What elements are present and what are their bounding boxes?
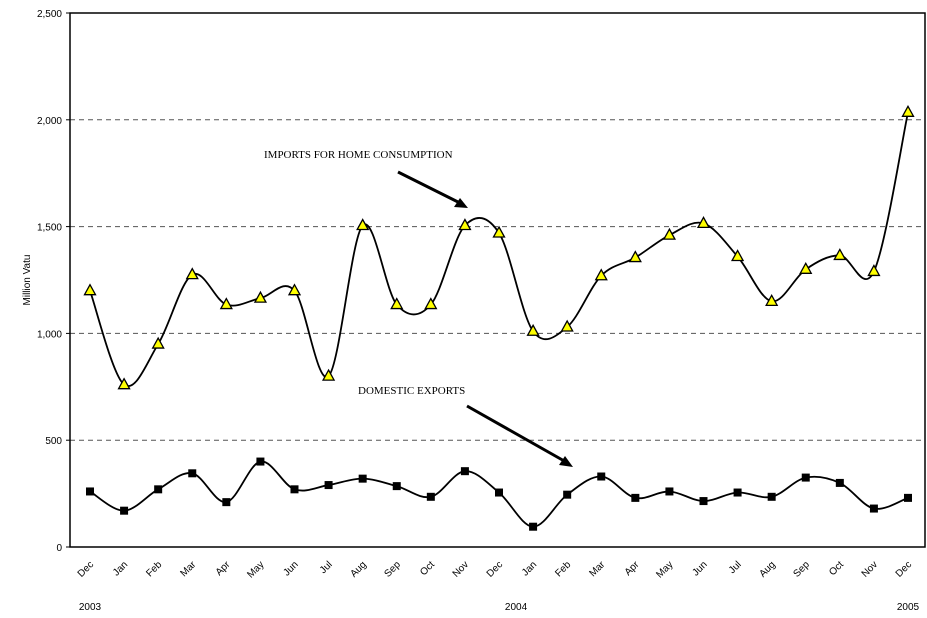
x-tick-label: May — [654, 559, 675, 580]
x-tick-label: Jul — [727, 559, 744, 576]
point-marker — [321, 368, 336, 381]
point-marker — [901, 104, 915, 117]
point-marker — [801, 473, 810, 482]
point-marker — [699, 497, 708, 506]
y-tick-label: 0 — [56, 543, 62, 554]
point-marker — [356, 218, 370, 231]
point-marker — [867, 264, 881, 277]
point-marker — [597, 472, 606, 481]
point-marker — [219, 297, 233, 310]
series-annotation: IMPORTS FOR HOME CONSUMPTION — [264, 149, 453, 161]
point-marker — [83, 283, 97, 296]
year-label: 2004 — [505, 602, 528, 613]
point-marker — [833, 248, 847, 261]
x-tick-label: Nov — [451, 559, 471, 579]
x-tick-label: Nov — [860, 559, 880, 579]
x-tick-label: Aug — [757, 559, 777, 579]
point-marker — [526, 323, 540, 336]
point-marker — [290, 485, 299, 494]
point-marker — [151, 336, 165, 349]
point-marker — [631, 493, 640, 502]
point-marker — [188, 469, 197, 478]
point-marker — [287, 283, 302, 296]
x-tick-label: Jun — [690, 559, 709, 578]
year-label: 2005 — [897, 602, 920, 613]
y-tick-label: 2,000 — [37, 116, 62, 127]
y-tick-label: 1,500 — [37, 223, 62, 234]
x-tick-label: Apr — [214, 559, 233, 578]
point-marker — [424, 297, 438, 310]
point-marker — [765, 294, 779, 307]
point-marker — [154, 485, 163, 494]
x-tick-label: Feb — [144, 559, 164, 579]
y-tick-label: 1,000 — [37, 329, 62, 340]
point-marker — [390, 297, 404, 310]
x-tick-label: Dec — [76, 559, 96, 579]
point-marker — [120, 506, 129, 515]
arrow — [466, 404, 567, 464]
point-marker — [495, 488, 503, 497]
x-tick-label: Mar — [587, 559, 607, 579]
point-marker — [392, 482, 401, 491]
point-marker — [560, 319, 574, 332]
year-label: 2003 — [79, 602, 102, 613]
y-tick-label: 2,500 — [37, 9, 62, 20]
point-marker — [324, 481, 333, 490]
point-marker — [460, 467, 469, 476]
point-marker — [358, 474, 367, 483]
x-tick-label: Feb — [553, 559, 573, 579]
x-tick-label: Jun — [281, 559, 300, 578]
x-tick-label: Sep — [792, 559, 813, 580]
arrow-head — [454, 198, 468, 208]
series-line — [89, 112, 909, 388]
x-tick-label: Mar — [178, 559, 198, 579]
point-marker — [594, 268, 608, 281]
point-marker — [563, 490, 572, 499]
point-marker — [86, 487, 94, 496]
x-tick-label: May — [245, 559, 266, 580]
point-marker — [835, 478, 844, 487]
y-axis-label: Million Vatu — [22, 255, 33, 306]
x-tick-label: Dec — [894, 559, 914, 579]
point-marker — [222, 498, 231, 507]
point-marker — [696, 216, 711, 229]
plot-frame — [69, 12, 926, 548]
point-marker — [628, 250, 642, 263]
x-tick-label: Jul — [318, 559, 335, 576]
annotations: IMPORTS FOR HOME CONSUMPTION DOMESTIC EX… — [264, 149, 573, 467]
x-tick-label: Oct — [418, 559, 437, 578]
point-marker — [185, 267, 199, 280]
series-annotation: DOMESTIC EXPORTS — [358, 385, 465, 397]
point-marker — [799, 261, 813, 274]
point-marker — [426, 492, 435, 501]
point-marker — [458, 218, 472, 231]
point-marker — [869, 504, 878, 513]
point-marker — [256, 457, 265, 466]
point-marker — [665, 487, 674, 496]
y-tick-label: 500 — [45, 436, 62, 447]
x-tick-label: Jan — [111, 559, 130, 578]
x-tick-label: Sep — [383, 559, 404, 580]
point-marker — [730, 249, 745, 262]
point-marker — [767, 492, 776, 501]
point-marker — [253, 290, 268, 303]
point-marker — [904, 493, 912, 502]
point-marker — [733, 488, 742, 497]
x-tick-label: Dec — [485, 559, 505, 579]
arrow — [397, 170, 463, 206]
point-marker — [117, 377, 131, 390]
point-marker — [662, 227, 677, 240]
point-marker — [492, 225, 506, 238]
arrow-head — [559, 456, 573, 467]
x-tick-label: Aug — [348, 559, 368, 579]
x-tick-label: Jan — [520, 559, 539, 578]
x-tick-label: Oct — [827, 559, 846, 578]
point-marker — [529, 522, 538, 531]
x-tick-label: Apr — [623, 559, 642, 578]
